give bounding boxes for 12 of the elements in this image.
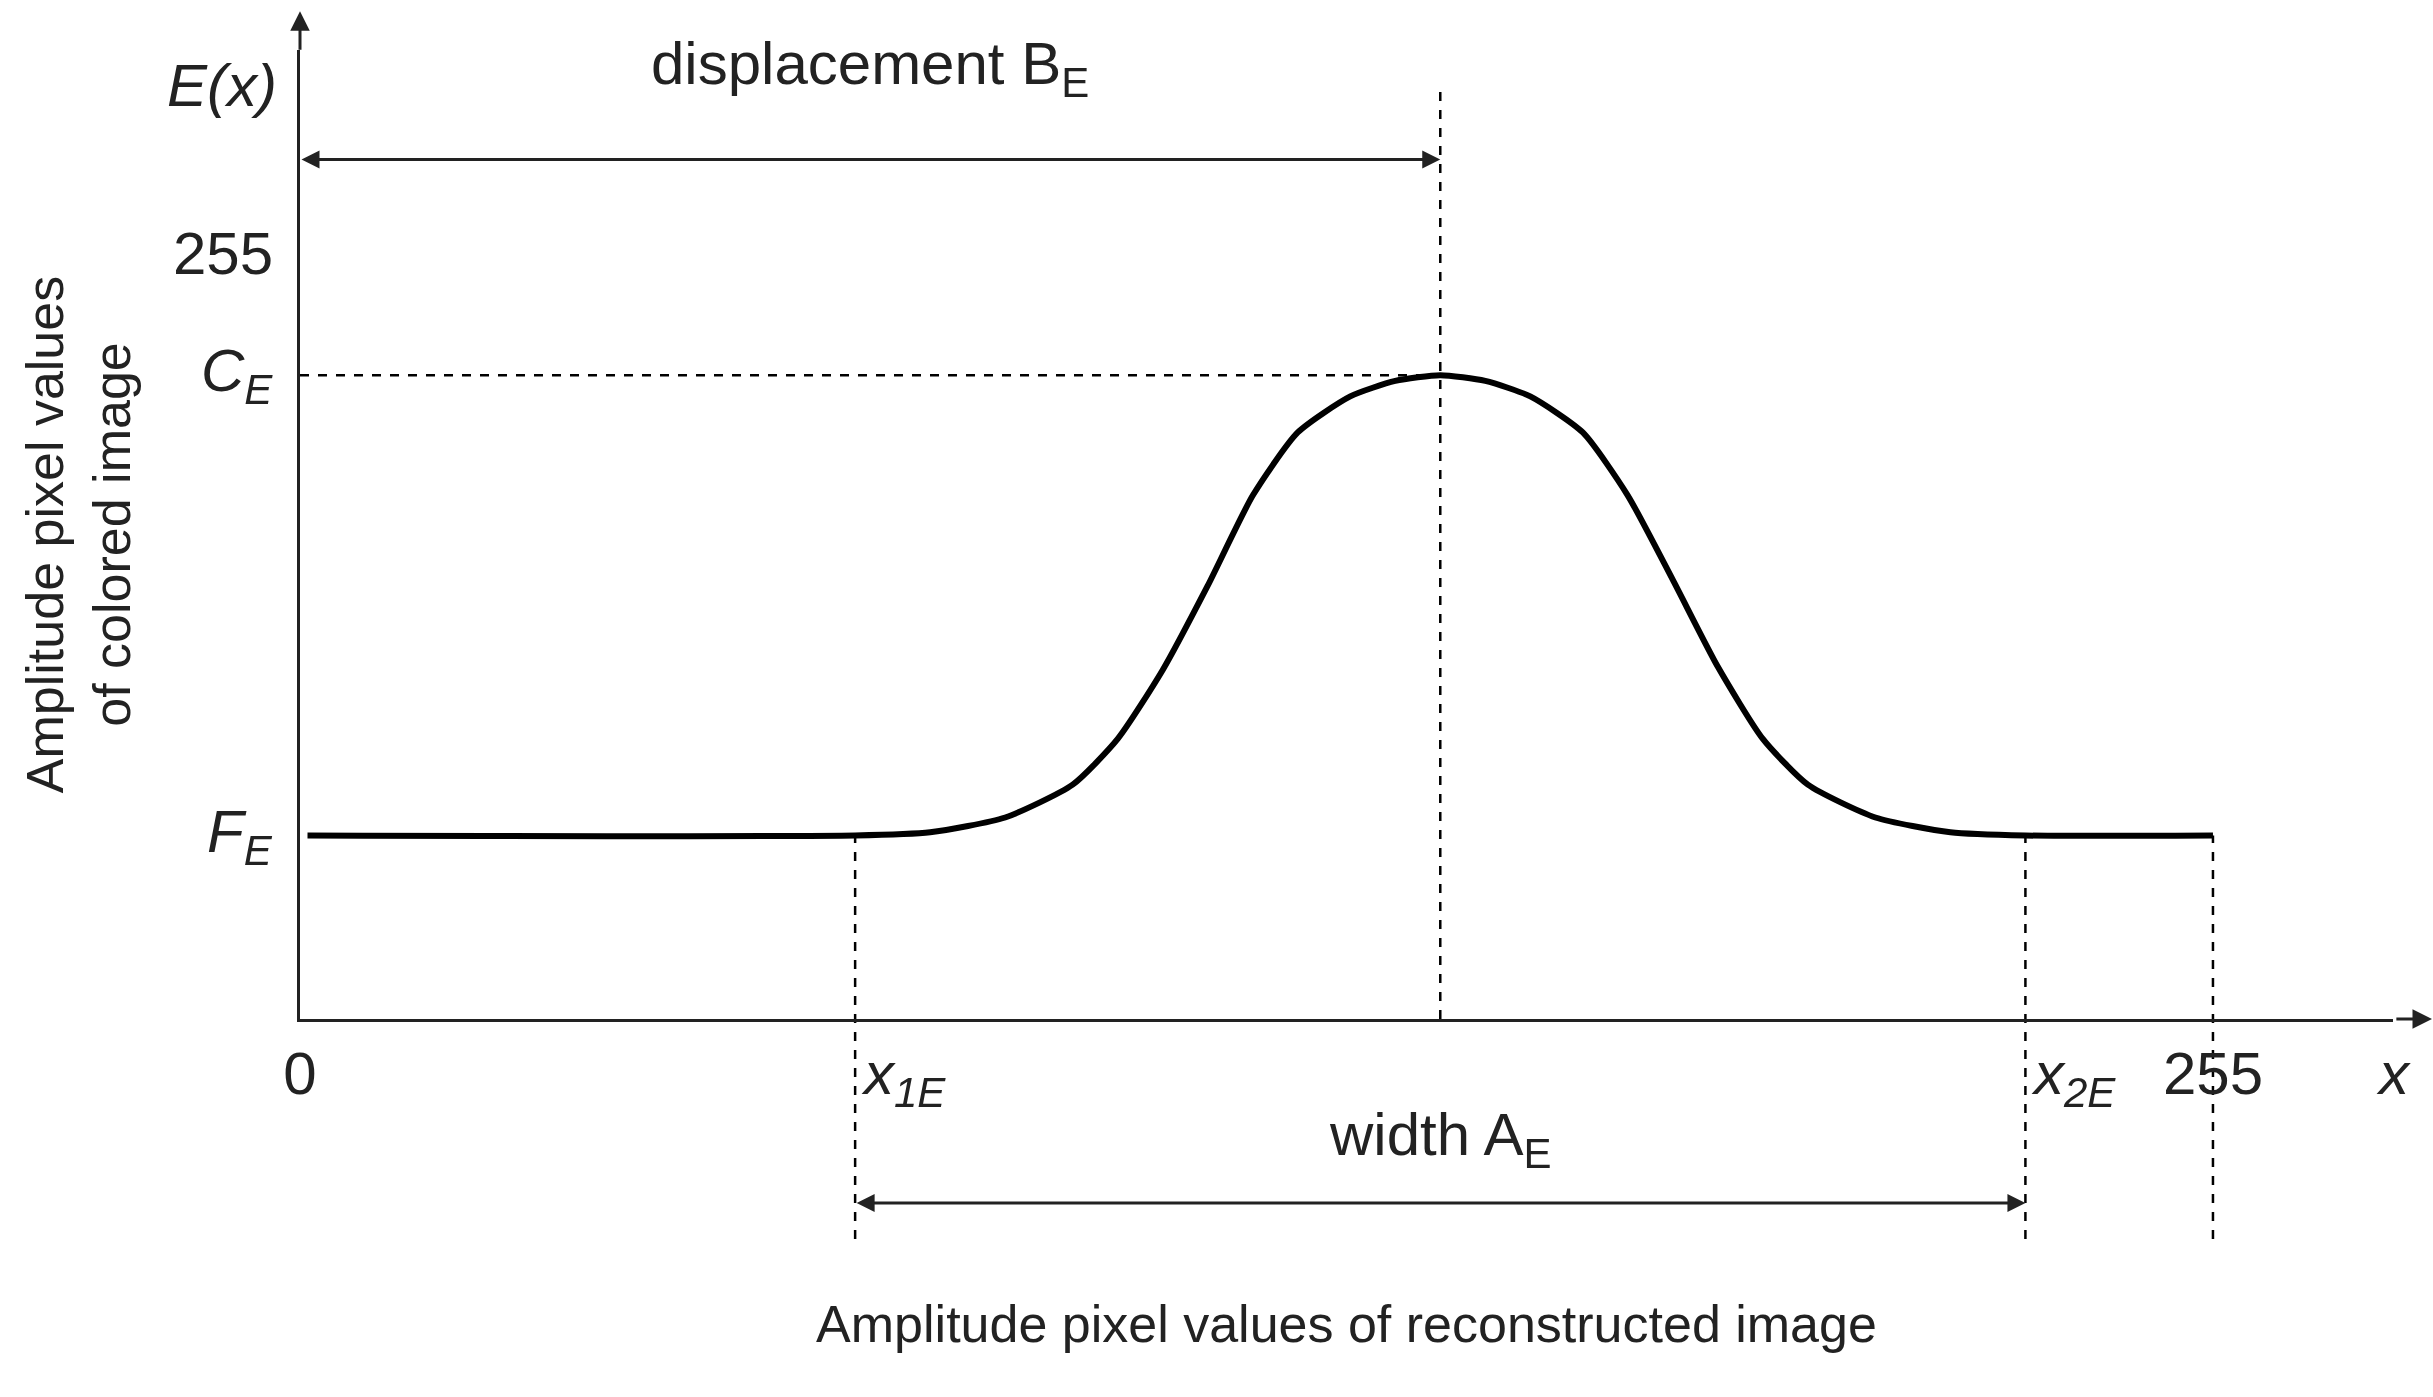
text: x (2376, 1040, 2411, 1107)
text: E(x) (167, 52, 277, 119)
text: width A$_{E}$ (1329, 1101, 1552, 1177)
text: displacement B$_{E}$ (651, 30, 1090, 106)
ref-line-label: x$_{1E}$ (861, 1040, 947, 1116)
x-axis-title: Amplitude pixel values of reconstructed image (816, 1294, 1877, 1353)
ref-line-label: C$_{E}$ (201, 337, 274, 413)
x-tick-label: 0 (283, 1040, 317, 1107)
text: 255 (173, 220, 274, 287)
y-axis-title: Amplitude pixel values of colored image (15, 275, 142, 794)
ref-line-label: x$_{2E}$ (2031, 1040, 2117, 1116)
text: F$_{E}$ (207, 798, 273, 874)
